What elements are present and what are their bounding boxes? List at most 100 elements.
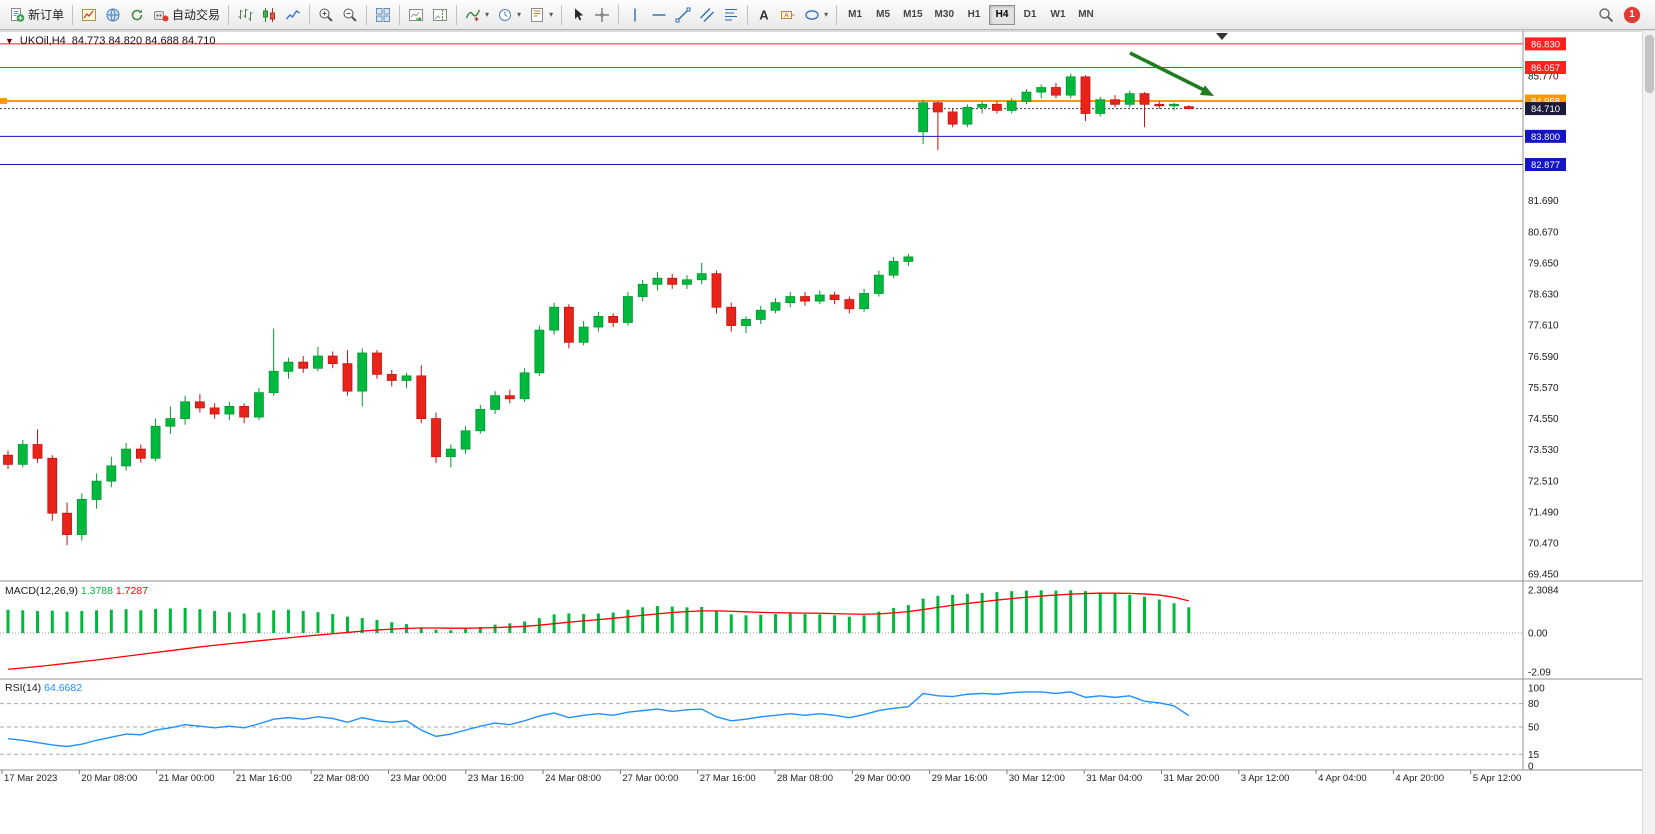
time-label: 29 Mar 16:00 <box>932 773 988 784</box>
refresh-button[interactable] <box>125 3 149 27</box>
time-label: 20 Mar 08:00 <box>81 773 137 784</box>
timeframe-m30-button[interactable]: M30 <box>934 9 954 20</box>
timeframe-h1-button[interactable]: H1 <box>967 9 981 20</box>
candle <box>209 403 220 419</box>
vertical-line-button[interactable] <box>623 3 647 27</box>
cursor-icon <box>570 7 586 23</box>
candle <box>859 288 869 312</box>
new-order-label: 新订单 <box>28 8 65 22</box>
rsi-label: RSI(14) 64.6682 <box>5 682 82 694</box>
candle <box>534 325 545 376</box>
vertical-line-icon <box>627 7 643 23</box>
cursor-button[interactable] <box>566 3 590 27</box>
timeframe-w1-button[interactable]: W1 <box>1050 9 1066 20</box>
candle <box>150 418 161 462</box>
scrollbar-thumb[interactable] <box>1645 35 1654 93</box>
text-label-button[interactable]: A <box>776 3 800 27</box>
price-scale-label: 79.650 <box>1528 258 1559 269</box>
window-scrollbar[interactable] <box>1642 31 1655 834</box>
zoom-in-button[interactable] <box>314 3 338 27</box>
toolbar-separator <box>747 4 749 25</box>
candle <box>1110 95 1120 108</box>
dropdown-arrow-icon: ▾ <box>549 10 554 19</box>
zoom-out-button[interactable] <box>338 3 362 27</box>
autotrading-button[interactable]: 自动交易 <box>149 3 224 27</box>
timeframe-toolbar: M1 M5 M15 M30 H1 H4 D1 W1 MN <box>841 0 1100 29</box>
candle <box>711 270 722 314</box>
orange-line-anchor[interactable] <box>0 98 7 105</box>
notification-badge[interactable]: 1 <box>1624 6 1640 23</box>
timeframe-mn-button[interactable]: MN <box>1078 9 1094 20</box>
price-badge-86.830: 86.830 <box>1525 37 1566 51</box>
new-order-button[interactable]: 新订单 <box>5 3 68 27</box>
candle <box>1139 92 1150 128</box>
periods-button[interactable]: ▾ <box>493 3 525 27</box>
timeframe-m1-button[interactable]: M1 <box>848 9 863 20</box>
candle <box>578 320 589 346</box>
search-button[interactable] <box>1594 3 1618 27</box>
templates-button[interactable]: ▾ <box>525 3 557 27</box>
chart-shift-button[interactable] <box>428 3 452 27</box>
crosshair-button[interactable] <box>590 3 614 27</box>
candle <box>563 304 574 349</box>
bar-chart-button[interactable] <box>233 3 257 27</box>
tile-windows-icon <box>375 7 391 23</box>
timeframe-m5-button[interactable]: M5 <box>876 9 891 20</box>
svg-text:A: A <box>785 13 789 19</box>
horizontal-line-button[interactable] <box>647 3 671 27</box>
text-label-icon: A <box>780 7 796 23</box>
candlestick-chart-button[interactable] <box>257 3 281 27</box>
tile-windows-button[interactable] <box>371 3 395 27</box>
time-label: 23 Mar 16:00 <box>468 773 524 784</box>
svg-text:86.830: 86.830 <box>1531 39 1560 50</box>
fibonacci-button[interactable] <box>719 3 743 27</box>
price-axis[interactable]: 85.770 81.690 80.670 79.650 78.630 77.610 76.5… <box>1522 31 1566 773</box>
toolbar-separator <box>618 4 620 25</box>
price-scale-label: 80.670 <box>1528 227 1559 238</box>
candle <box>593 311 604 332</box>
chart-shift-marker[interactable] <box>1216 33 1228 40</box>
toolbar-button-group: 新订单 自动交易 ▾ ▾ ▾ A A ▾ <box>5 0 841 29</box>
new-chart-button[interactable] <box>77 3 101 27</box>
candle <box>268 328 279 396</box>
candle <box>652 272 663 291</box>
trendline-button[interactable] <box>671 3 695 27</box>
text-button[interactable]: A <box>752 3 776 27</box>
candle <box>696 262 707 285</box>
time-label: 17 Mar 2023 <box>4 773 57 784</box>
chart-ohlc-values: 84.773 84.820 84.688 84.710 <box>71 35 216 47</box>
candle <box>741 316 751 334</box>
candle <box>770 298 781 314</box>
shapes-button[interactable]: ▾ <box>800 3 832 27</box>
price-scale-label: 69.450 <box>1528 570 1559 581</box>
time-label: 24 Mar 08:00 <box>545 773 601 784</box>
dropdown-arrow-icon: ▾ <box>517 10 522 19</box>
autotrading-label: 自动交易 <box>172 8 221 22</box>
candle <box>62 502 72 546</box>
chart-menu-caret-icon[interactable]: ▼ <box>5 36 14 46</box>
candle <box>903 253 914 267</box>
svg-text:84.958: 84.958 <box>1531 97 1560 108</box>
macd-signal-line <box>7 592 1189 670</box>
candle <box>844 296 855 314</box>
timeframe-d1-button[interactable]: D1 <box>1023 9 1037 20</box>
auto-scroll-button[interactable] <box>404 3 428 27</box>
candle <box>490 391 500 415</box>
downtrend-arrow-annotation[interactable] <box>1129 51 1214 96</box>
svg-text:86.057: 86.057 <box>1531 63 1560 74</box>
timeframe-h4-button[interactable]: H4 <box>989 4 1015 25</box>
time-label: 30 Mar 12:00 <box>1009 773 1065 784</box>
line-chart-button[interactable] <box>281 3 305 27</box>
time-axis[interactable]: 17 Mar 2023 20 Mar 08:00 21 Mar 00:00 21 Ma… <box>1 770 1521 784</box>
candle <box>357 348 368 407</box>
toolbar-separator <box>561 4 563 25</box>
channel-button[interactable] <box>695 3 719 27</box>
candle <box>342 349 353 396</box>
timeframe-m15-button[interactable]: M15 <box>903 9 923 20</box>
candle <box>667 273 678 289</box>
profiles-button[interactable] <box>101 3 125 27</box>
rsi-line <box>7 691 1190 748</box>
indicators-button[interactable]: ▾ <box>461 3 493 27</box>
zoom-in-icon <box>318 7 334 23</box>
